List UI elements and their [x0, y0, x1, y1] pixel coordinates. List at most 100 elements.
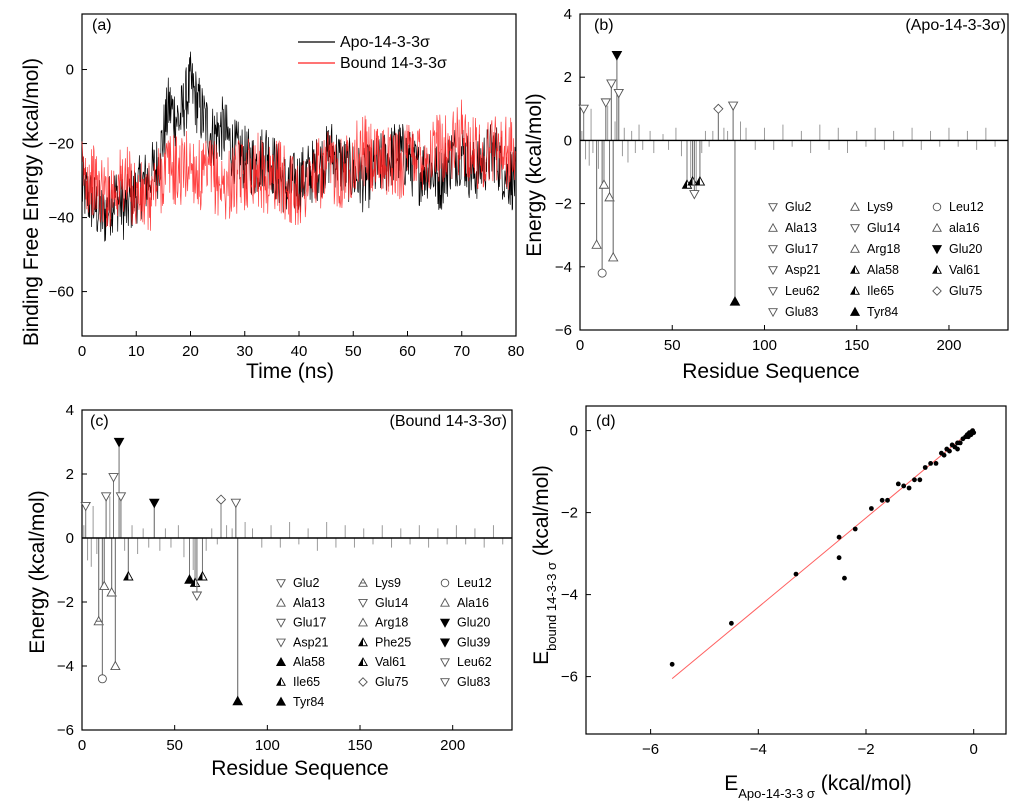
legend-label: Val61	[375, 655, 406, 669]
legend-label: Ala58	[293, 655, 325, 669]
scatter-point	[906, 485, 912, 491]
panel-c-title: (Bound 14-3-3σ)	[390, 413, 508, 430]
y-tick-label: 4	[564, 6, 572, 23]
residue-marker-fill	[123, 571, 129, 580]
residue-marker	[713, 103, 724, 114]
scatter-point	[793, 571, 799, 577]
legend-marker	[440, 658, 450, 668]
residue-marker	[598, 179, 610, 189]
scatter-point	[941, 452, 947, 458]
y-tick-label: −40	[49, 210, 74, 227]
scatter-point	[728, 620, 734, 626]
legend-label: Ile65	[867, 284, 894, 298]
legend-label: Glu2	[785, 200, 811, 214]
panel-a-xlabel: Time (ns)	[246, 360, 334, 383]
x-tick-label: 30	[236, 343, 253, 360]
scatter-point	[836, 534, 842, 540]
x-tick-label: 20	[182, 343, 199, 360]
legend-marker	[768, 308, 778, 318]
y-tick-label: 0	[564, 132, 572, 149]
panel-c: 0 50 100 150 200 −6 −4 −2 0 2 4 (c) (Bound 14-3-3σ…	[26, 402, 513, 780]
legend-label: Glu2	[293, 576, 319, 590]
y-tick-label: 0	[570, 423, 578, 440]
residue-marker	[148, 498, 160, 509]
panel-c-legend: Glu2 Lys9 Leu12 Ala13 Glu14 Ala16 Glu17 Arg18 Gl…	[275, 576, 492, 709]
residue-marker	[184, 574, 195, 584]
residue-marker-fill	[190, 578, 196, 587]
scatter-point	[917, 477, 923, 483]
residue-marker-fill	[197, 571, 203, 580]
scatter-point	[852, 526, 858, 532]
legend-label: Arg18	[867, 242, 900, 256]
plot-frame	[81, 409, 513, 731]
panel-b-ylabel: Energy (kcal/mol)	[523, 93, 546, 256]
legend-marker	[276, 638, 286, 648]
y-tick-label: −6	[561, 669, 578, 686]
x-tick-label: 100	[752, 337, 777, 354]
residue-marker	[604, 191, 615, 202]
legend-marker	[275, 656, 287, 667]
residue-marker	[597, 268, 607, 278]
residue-marker	[578, 104, 589, 115]
legend-marker	[850, 201, 860, 211]
legend-label: Ala58	[867, 263, 899, 277]
y-tick-label: −2	[555, 196, 572, 213]
legend-marker-fill	[358, 638, 363, 646]
panel-a-plot: 0 10 20 30 40 50 60 70 80 0 −20 −40 −60	[49, 13, 525, 360]
panel-b-plot: 0 50 100 150 200 −6 −4 −2 0 2 4	[555, 6, 1009, 354]
y-tick-label: −4	[555, 259, 572, 276]
panel-c-ylabel: Energy (kcal/mol)	[26, 490, 49, 653]
residue-marker	[110, 660, 121, 671]
legend-marker	[768, 203, 778, 213]
legend-apo-label: Apo-14-3-3σ	[340, 34, 430, 51]
legend-marker	[768, 266, 778, 276]
legend-marker	[932, 286, 942, 296]
y-tick-label: 2	[564, 69, 572, 86]
legend-marker	[440, 678, 450, 688]
legend-marker	[850, 224, 860, 234]
panel-b-title: (Apo-14-3-3σ)	[905, 17, 1006, 34]
x-tick-label: 60	[399, 343, 416, 360]
legend-marker	[932, 202, 942, 212]
panel-d-label: (d)	[596, 413, 616, 430]
residue-marker-fill	[682, 180, 687, 189]
x-tick-label: 80	[508, 343, 525, 360]
legend-label: Glu83	[785, 305, 818, 319]
residue-marker	[108, 473, 119, 483]
legend-label: ala16	[949, 221, 980, 235]
y-tick-label: −4	[561, 587, 578, 604]
legend-marker	[768, 222, 778, 232]
legend-marker-fill	[850, 286, 855, 295]
scatter-point	[970, 428, 976, 433]
legend-marker	[358, 677, 368, 687]
legend-label: Asp21	[785, 263, 820, 277]
panel-b-legend: Glu2 Lys9 Leu12 Ala13 Glu14 ala16 Glu17 Arg18 Gl…	[768, 200, 984, 319]
legend-label: Ala16	[457, 596, 489, 610]
panel-b-label: (b)	[594, 17, 614, 34]
scatter-point	[895, 481, 901, 487]
legend-label: Glu39	[457, 635, 490, 649]
x-tick-label: 50	[345, 343, 362, 360]
scatter-point	[836, 555, 842, 561]
legend-label: Tyr84	[867, 305, 898, 319]
legend-label: Phe25	[375, 635, 411, 649]
y-tick-label: 4	[66, 402, 74, 419]
scatter-point	[922, 465, 928, 470]
x-tick-label: 50	[664, 337, 681, 354]
legend-marker	[358, 598, 368, 608]
residue-marker	[215, 494, 227, 505]
legend-marker	[440, 578, 450, 588]
residue-marker	[600, 98, 612, 108]
legend-marker	[275, 696, 287, 706]
legend-label: Leu12	[457, 576, 492, 590]
legend-marker	[276, 597, 286, 607]
scatter-point	[928, 461, 934, 466]
scatter-point	[955, 446, 960, 452]
legend-label: Leu12	[949, 200, 984, 214]
x-tick-label: 100	[255, 737, 280, 754]
panel-d-ylabel: Ebound 14-3-3 σ (kcal/mol)	[530, 465, 559, 665]
y-tick-label: −6	[57, 722, 74, 739]
x-tick-label: 50	[166, 737, 183, 754]
